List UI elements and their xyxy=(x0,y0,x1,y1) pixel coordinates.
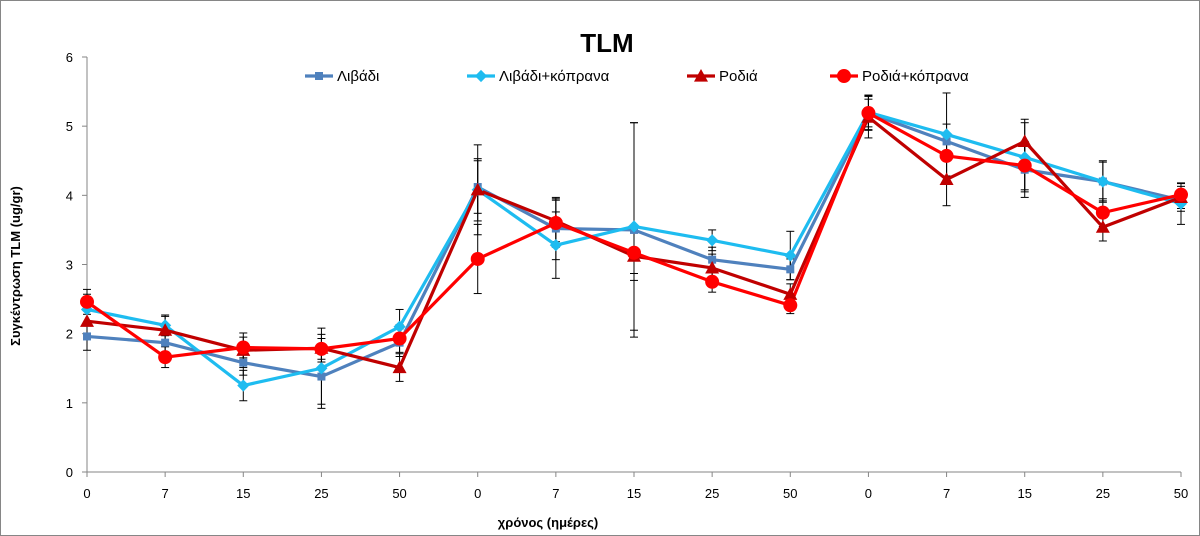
series-2-point xyxy=(627,220,641,233)
legend-label: Λιβάδι xyxy=(337,68,379,85)
x-tick-label: 0 xyxy=(474,486,481,501)
legend-item-4: Ροδιά+κόπρανα xyxy=(830,68,969,85)
series-2-point xyxy=(237,379,250,392)
series-4-point xyxy=(705,274,720,289)
chart-title: TLM xyxy=(580,28,633,58)
legend-swatch-marker xyxy=(474,69,488,83)
legend-item-3: Ροδιά xyxy=(687,68,758,85)
series-4-point xyxy=(939,148,954,163)
legend-label: Λιβάδι+κόπρανα xyxy=(499,68,610,85)
x-tick-label: 25 xyxy=(705,486,719,501)
y-tick-label: 1 xyxy=(66,396,73,411)
legend-item-2: Λιβάδι+κόπρανα xyxy=(467,68,610,85)
x-tick-label: 15 xyxy=(627,486,641,501)
series-4-point xyxy=(158,350,173,365)
series-4-point xyxy=(783,298,798,313)
series-3-point xyxy=(783,287,798,300)
series-2-point xyxy=(393,320,406,333)
y-tick-label: 2 xyxy=(66,327,73,342)
y-tick-label: 3 xyxy=(66,258,73,273)
x-tick-label: 50 xyxy=(1174,486,1188,501)
series-2-point xyxy=(1174,197,1188,210)
series-2-point xyxy=(315,362,328,375)
legend: Λιβάδι Λιβάδι+κόπρανα Ροδιά Ροδιά+κόπρανα xyxy=(305,68,969,85)
series-1-point xyxy=(708,255,717,264)
x-tick-label: 0 xyxy=(865,486,872,501)
x-tick-label: 15 xyxy=(236,486,250,501)
series-4-point xyxy=(627,245,641,260)
series-2-point xyxy=(706,234,719,247)
x-tick-label: 7 xyxy=(162,486,169,501)
x-tick-label: 50 xyxy=(783,486,797,501)
series-4-point xyxy=(1095,205,1110,220)
series-4-point xyxy=(314,341,329,356)
y-tick-label: 4 xyxy=(66,188,73,203)
series-4-point xyxy=(1017,158,1032,173)
legend-swatch-marker xyxy=(694,69,708,82)
x-tick-label: 15 xyxy=(1017,486,1031,501)
series-2-point xyxy=(549,239,562,252)
x-tick-label: 25 xyxy=(314,486,328,501)
series-1-point xyxy=(239,358,248,367)
series-layer xyxy=(80,92,1188,409)
axes: 0 1 2 3 4 5 6 0 7 15 25 50 0 7 15 25 50 0 7 15 25 50 xyxy=(66,50,1188,501)
series-1-point xyxy=(161,338,170,347)
x-axis-label: χρόνος (ημέρες) xyxy=(498,515,598,530)
series-1-point xyxy=(317,372,326,381)
series-3-point xyxy=(705,260,720,274)
x-tick-label: 25 xyxy=(1096,486,1110,501)
series-markers xyxy=(80,106,1188,392)
legend-label: Ροδιά xyxy=(719,68,758,85)
series-3-point xyxy=(158,323,173,336)
series-1-point xyxy=(942,137,951,146)
x-tick-label: 7 xyxy=(552,486,559,501)
series-4-point xyxy=(392,331,407,346)
series-2-point xyxy=(1096,175,1109,188)
series-3-point xyxy=(392,360,407,374)
series-4-point xyxy=(861,106,876,121)
legend-swatch-marker xyxy=(315,72,323,80)
x-tick-label: 0 xyxy=(83,486,90,501)
series-3-point xyxy=(1095,220,1110,233)
y-tick-label: 6 xyxy=(66,50,73,65)
series-4-point xyxy=(236,340,251,355)
x-tick-label: 50 xyxy=(392,486,406,501)
legend-swatch-marker xyxy=(837,69,851,83)
series-4-point xyxy=(548,216,563,230)
legend-item-1: Λιβάδι xyxy=(305,68,379,85)
series-2-point xyxy=(940,128,953,141)
series-1-point xyxy=(786,265,795,274)
x-tick-label: 7 xyxy=(943,486,950,501)
series-4-point xyxy=(80,294,94,309)
y-tick-label: 0 xyxy=(66,465,73,480)
series-3-point xyxy=(470,182,485,196)
series-2-point xyxy=(784,249,797,262)
y-tick-label: 5 xyxy=(66,119,73,134)
series-4-point xyxy=(1174,187,1188,202)
legend-label: Ροδιά+κόπρανα xyxy=(862,68,969,85)
series-3-point xyxy=(939,172,954,186)
series-1-point xyxy=(83,332,91,341)
y-axis-label: Συγκέντρωση TLM (ug/gr) xyxy=(8,186,23,346)
series-4-point xyxy=(470,251,485,266)
series-3-point xyxy=(1017,134,1032,147)
series-3-point xyxy=(80,314,94,327)
